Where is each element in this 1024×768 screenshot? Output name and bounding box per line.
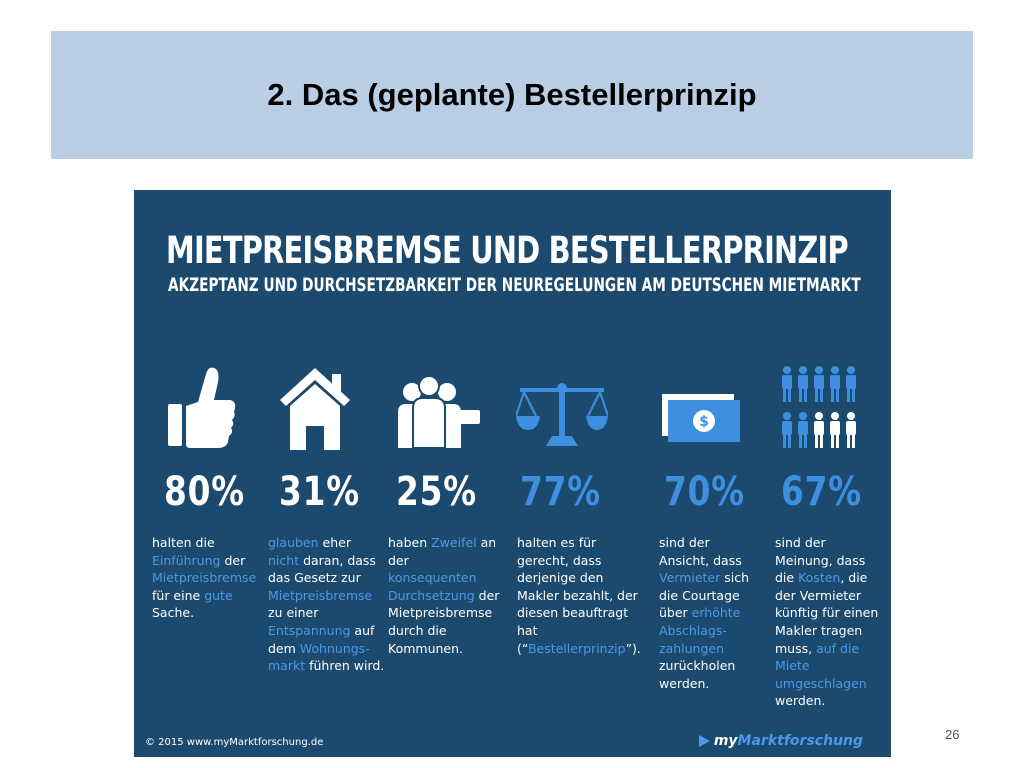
description-text: Sache.	[152, 605, 195, 621]
description-text: ”).	[625, 640, 641, 656]
highlight-text: Zweifel	[431, 535, 477, 550]
stat-value-courtage: 70%	[664, 469, 745, 515]
description-text: halten die	[152, 535, 215, 550]
infographic-panel: MIETPREISBREMSE UND BESTELLERPRINZIP AKZ…	[134, 190, 891, 757]
highlight-text: Einführung	[152, 552, 221, 568]
stat-description: sind der Ansicht, dass Vermieter sich di…	[659, 534, 763, 692]
highlight-text: Bestellerprinzip	[527, 640, 626, 656]
stat-description: halten es für gerecht, dass derjenige de…	[517, 534, 641, 657]
highlight-text: Entspannung	[268, 622, 351, 638]
copyright-text: © 2015 www.myMarktforschung.de	[145, 737, 324, 748]
stat-value-einfuehrung: 80%	[164, 469, 245, 515]
description-text: eher	[318, 535, 351, 550]
description-text: für eine	[152, 587, 205, 603]
description-text: , die der Vermieter künftig für einen Ma…	[775, 570, 879, 656]
description-text: der	[220, 552, 246, 568]
highlight-text: glauben	[268, 535, 319, 550]
highlight-text: erhöhte Abschlags-zahlungen	[659, 605, 741, 656]
highlight-text: gute	[204, 587, 233, 603]
description-text: an der	[388, 535, 497, 568]
description-text: sind der Meinung, dass die	[775, 535, 866, 586]
description-text: sind der Ansicht, dass	[659, 535, 742, 568]
slide-title-band: 2. Das (geplante) Bestellerprinzip	[51, 31, 973, 159]
stat-description: halten die Einführung der Mietpreisbrems…	[152, 534, 270, 622]
highlight-text: Vermieter	[659, 570, 721, 586]
money-bill-icon: $	[662, 394, 740, 442]
highlight-text: Mietpreisbremse	[268, 587, 373, 603]
highlight-text: Kosten	[798, 570, 841, 586]
highlight-text: konsequenten Durchsetzung	[388, 570, 477, 603]
highlight-text: auf die Miete umgeschlagen	[775, 640, 867, 691]
description-text: der Mietpreisbremse durch die Kommunen.	[388, 587, 500, 656]
group-people-icon	[392, 376, 482, 448]
description-text: haben	[388, 535, 432, 550]
infographic-subtitle: AKZEPTANZ UND DURCHSETZBARKEIT DER NEURE…	[168, 274, 861, 296]
highlight-text: nicht	[268, 552, 300, 568]
description-text: sich die Courtage über	[659, 570, 750, 621]
stat-value-entspannung: 31%	[279, 469, 360, 515]
page-number: 26	[945, 727, 960, 742]
infographic-title: MIETPREISBREMSE UND BESTELLERPRINZIP	[166, 229, 849, 272]
thumbs-up-icon	[168, 366, 236, 450]
slide-title: 2. Das (geplante) Bestellerprinzip	[267, 77, 757, 112]
stat-value-durchsetzung: 25%	[396, 469, 477, 515]
description-text: zu einer	[268, 605, 319, 621]
brand-prefix: my	[713, 733, 738, 749]
stat-value-bestellerprinzip: 77%	[520, 469, 601, 515]
people-grid-icon	[780, 366, 862, 456]
description-text: werden.	[775, 693, 826, 709]
stat-value-kosten: 67%	[781, 469, 862, 515]
stat-description: sind der Meinung, dass die Kosten, die d…	[775, 534, 879, 710]
description-text: halten es für gerecht, dass derjenige de…	[517, 535, 638, 656]
brand-logo: myMarktforschung	[698, 733, 863, 749]
highlight-text: Mietpreisbremse	[152, 570, 257, 586]
description-text: führen wird.	[305, 658, 385, 674]
brand-name: Marktforschung	[737, 733, 863, 749]
play-triangle-icon	[698, 735, 710, 747]
description-text: auf dem	[268, 622, 375, 656]
stat-description: glauben eher nicht daran, dass das Geset…	[268, 534, 386, 675]
highlight-text: Wohnungs-markt	[268, 640, 370, 674]
description-text: zurückholen werden.	[659, 658, 736, 691]
description-text: daran, dass das Gesetz zur	[268, 552, 376, 586]
scales-icon	[516, 382, 608, 448]
house-icon	[278, 366, 352, 450]
svg-text:$: $	[699, 414, 709, 430]
stat-description: haben Zweifel an der konsequenten Durchs…	[388, 534, 500, 657]
